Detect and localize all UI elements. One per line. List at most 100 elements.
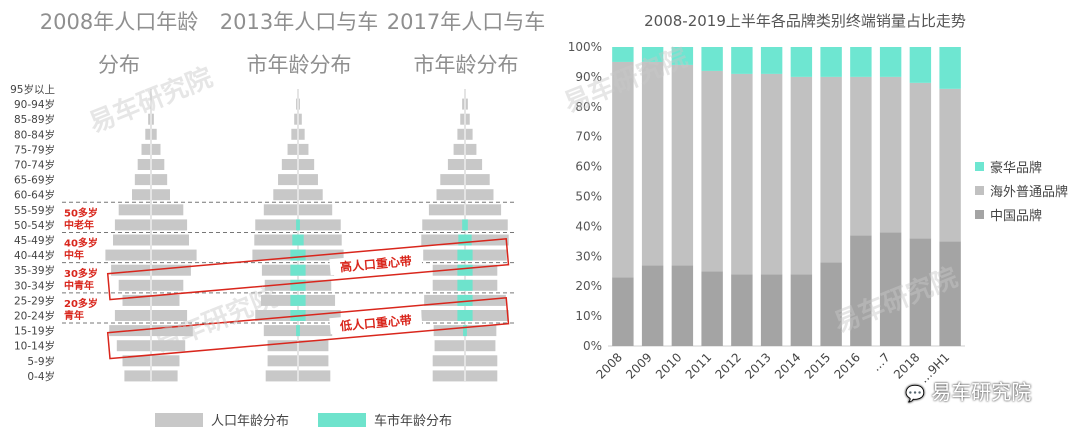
pyramid-title-2008: 2008年人口年龄 分布 [24,6,214,82]
y-tick-label: 30% [575,249,602,263]
pyramid-title-2017: 2017年人口与车 市年龄分布 [371,6,561,82]
bar-segment [909,238,932,346]
pyramid-title-2013: 2013年人口与车 市年龄分布 [204,6,394,82]
legend-overseas: 海外普通品牌 [975,181,1068,200]
car-market-bar [290,264,306,276]
age-label: 95岁以上 [10,83,55,96]
band-label: 中年 [64,249,84,262]
y-tick-label: 20% [575,279,602,293]
bar-segment [879,232,902,346]
x-tick-label: 2013 [742,350,773,381]
age-label: 45-49岁 [14,234,55,247]
bar-segment [790,76,813,275]
chinese-swatch [975,210,984,219]
age-label: 0-4岁 [27,370,55,383]
luxury-swatch [975,162,984,171]
legend-label: 豪华品牌 [990,161,1043,176]
legend-label: 海外普通品牌 [990,185,1069,200]
high-population-band-label: 高人口重心带 [339,253,412,274]
age-label: 25-29岁 [14,294,55,307]
pyramid-title-line1: 2008年人口年龄 [39,10,199,34]
age-label: 30-34岁 [14,279,55,292]
age-label: 5-9岁 [27,355,55,368]
car-market-bar [463,325,467,337]
age-label: 80-84岁 [14,128,55,141]
bar-segment [850,47,872,77]
legend-luxury: 豪华品牌 [975,157,1042,176]
bar-segment [701,70,723,272]
x-tick-label: 2016 [831,350,862,381]
age-label: 85-89岁 [14,113,55,126]
bar-segment [850,235,872,346]
band-label: 青年 [64,309,84,322]
chat-icon: 💬 [905,384,925,403]
bar-segment [909,47,932,83]
car-market-bar [290,249,306,261]
bar-segment [641,61,664,266]
bar-segment [731,274,753,346]
bar-segment [701,47,723,71]
x-tick-label: …7 [869,350,893,374]
bar-segment [671,64,694,266]
bar-segment [760,274,783,346]
bar-segment [790,274,813,346]
brand-share-chart: 0% 10% 20% 30% 40% 50% 60% 70% 80% 90% 100% 2008200… [568,40,965,386]
bar-segment [820,47,842,77]
car-market-bar [457,249,473,261]
population-swatch [155,412,203,427]
age-label: 15-19岁 [14,325,55,338]
bar-segment [820,76,842,263]
y-tick-label: 40% [575,219,602,233]
y-tick-label: 80% [575,100,602,114]
age-label: 35-39岁 [14,264,55,277]
age-label: 10-14岁 [14,340,55,353]
age-label: 20-24岁 [14,310,55,323]
car-market-legend-label: 车市年龄分布 [374,414,453,429]
legend-chinese: 中国品牌 [975,205,1042,224]
band-label: 50多岁 [64,206,98,219]
bar-segment [879,76,902,233]
y-tick-label: 50% [575,190,602,204]
pyramid-legend-car-market: 车市年龄分布 [318,410,452,429]
legend-label: 中国品牌 [990,209,1043,224]
bar-segment [671,265,694,346]
car-market-bar [296,219,300,231]
age-label: 65-69岁 [14,174,55,187]
age-label: 90-94岁 [14,98,55,111]
car-market-bar [296,325,300,337]
x-tick-label: 2012 [712,350,743,381]
car-market-bar [290,279,306,291]
low-population-band-label: 低人口重心带 [338,312,412,333]
bar-segment [641,265,664,346]
population-pyramids: 95岁以上 90-94岁 85-89岁 80-84岁 75-79岁 70-74岁 65-69… [10,83,515,383]
car-market-bar [290,294,306,306]
bar-segment [760,73,783,275]
car-market-bar [457,279,473,291]
x-tick-label: 2014 [772,350,803,381]
y-tick-label: 90% [575,70,602,84]
low-population-band-frame [106,296,510,360]
age-label: 55-59岁 [14,204,55,217]
car-market-bar [458,234,472,246]
x-tick-label: 2015 [802,350,833,381]
y-tick-label: 0% [583,339,602,353]
age-label: 70-74岁 [14,159,55,172]
bar-segment [790,47,813,77]
band-label: 30多岁 [64,267,98,280]
age-label: 75-79岁 [14,143,55,156]
car-market-swatch [318,412,366,427]
band-label: 中老年 [64,218,94,231]
low-population-band: 低人口重心带 [106,296,510,360]
band-label: 20多岁 [64,297,98,310]
bar-segment [701,271,723,346]
y-tick-label: 100% [568,40,602,54]
pyramid-title-line2: 分布 [98,53,140,77]
low-population-band-label-bg [329,310,423,335]
high-population-band-frame [106,237,510,301]
pyramid-title-line2: 市年龄分布 [246,53,352,77]
x-tick-label: 2010 [653,350,684,381]
car-market-bar [457,310,473,321]
bar-segment [939,47,961,89]
bar-segment [671,47,694,65]
high-population-band-label-bg [329,251,423,276]
